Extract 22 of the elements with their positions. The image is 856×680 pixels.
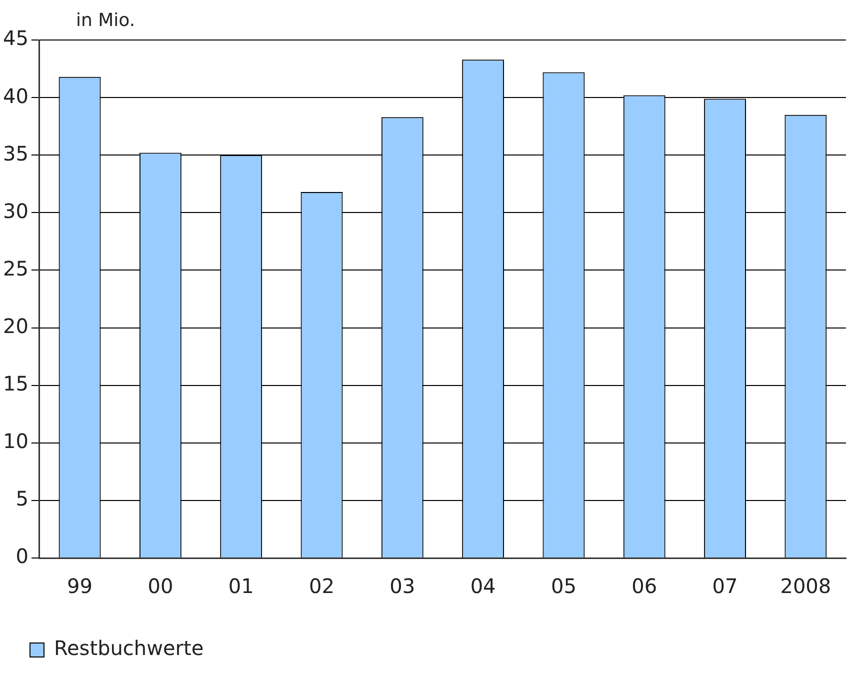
y-tick-label: 25 [2, 256, 28, 280]
legend-label: Restbuchwerte [54, 636, 204, 660]
x-tick-label: 02 [309, 574, 334, 598]
y-tick-label: 10 [2, 429, 28, 454]
y-tick-label: 15 [2, 372, 28, 396]
y-tick-label: 30 [2, 198, 28, 223]
y-axis-title: in Mio. [76, 10, 136, 31]
y-tick-label: 0 [16, 544, 28, 568]
y-tick-label: 5 [16, 486, 28, 511]
x-tick-label: 2008 [780, 574, 832, 598]
y-tick-label: 20 [2, 314, 28, 338]
x-tick-label: 05 [550, 574, 576, 598]
x-tick-label: 99 [67, 574, 93, 598]
y-tick-label: 40 [2, 84, 28, 108]
y-tick-label: 45 [2, 26, 28, 50]
y-tick-label: 35 [2, 141, 28, 166]
x-tick-label: 07 [712, 574, 738, 598]
x-tick-label: 04 [470, 574, 496, 598]
x-tick-label: 01 [228, 574, 254, 598]
x-tick-label: 00 [148, 574, 174, 598]
x-tick-label: 06 [632, 574, 658, 598]
x-tick-label: 03 [390, 574, 416, 598]
